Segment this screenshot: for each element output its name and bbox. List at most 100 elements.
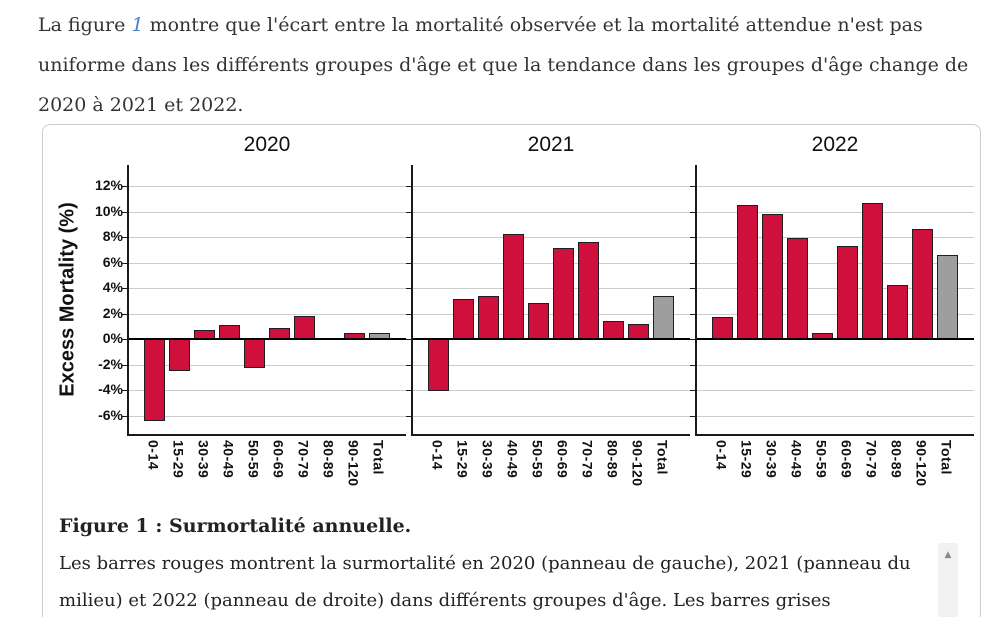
- y-tick-mark: [122, 237, 127, 238]
- gridline: [696, 262, 974, 264]
- intro-text-after: montre que l'écart entre la mortalité ob…: [38, 14, 969, 116]
- x-label-70-79: 70-79: [863, 440, 880, 479]
- x-label-15-29: 15-29: [738, 440, 755, 479]
- intro-paragraph: La figure 1 montre que l'écart entre la …: [38, 0, 990, 125]
- x-label-50-59: 50-59: [529, 440, 546, 479]
- y-tick-mark: [690, 364, 695, 366]
- gridline: [128, 313, 406, 315]
- bar-2022-0-14: [712, 317, 733, 339]
- gridline: [128, 364, 406, 366]
- y-tick-label: 10%: [94, 202, 123, 219]
- y-tick-mark: [122, 211, 127, 213]
- x-label-30-39: 30-39: [195, 440, 212, 479]
- y-axis-line: [411, 165, 413, 436]
- x-axis-line: [411, 434, 690, 436]
- bar-2021-70-79: [578, 242, 599, 339]
- panel-title-2020: 2020: [243, 133, 291, 156]
- y-tick-label: 0%: [102, 330, 123, 346]
- figure-caption-title: Figure 1 : Surmortalité annuelle.: [59, 515, 412, 537]
- figure-1-link[interactable]: 1: [131, 14, 144, 36]
- bar-2020-40-49: [219, 324, 240, 339]
- gridline: [696, 186, 974, 187]
- gridline: [128, 237, 406, 238]
- x-label-40-49: 40-49: [504, 440, 521, 479]
- bar-2020-50-59: [244, 339, 265, 369]
- y-tick-mark: [406, 313, 411, 315]
- gridline: [412, 415, 690, 417]
- x-label-15-29: 15-29: [454, 440, 471, 479]
- y-tick-mark: [406, 262, 411, 264]
- gridline: [696, 415, 974, 417]
- y-tick-mark: [122, 313, 127, 315]
- y-tick-mark: [690, 415, 695, 417]
- figure-caption-body: Les barres rouges montrent la surmortali…: [59, 553, 911, 611]
- figure-caption: Figure 1 : Surmortalité annuelle. Les ba…: [59, 513, 925, 617]
- bar-2022-80-89: [887, 285, 908, 339]
- y-tick-mark: [122, 262, 127, 264]
- x-label-60-69: 60-69: [554, 440, 571, 479]
- scroll-up-icon[interactable]: ▲: [944, 550, 952, 560]
- x-axis-line: [695, 434, 974, 436]
- gridline: [412, 390, 690, 391]
- y-tick-mark: [690, 262, 695, 264]
- bar-2022-15-29: [737, 205, 758, 339]
- x-axis-line: [127, 434, 406, 436]
- y-tick-mark: [690, 237, 695, 238]
- x-label-50-59: 50-59: [813, 440, 830, 479]
- gridline: [128, 262, 406, 264]
- caption-scrollbar[interactable]: ▲: [938, 543, 958, 617]
- y-tick-mark: [690, 390, 695, 391]
- x-label-40-49: 40-49: [220, 440, 237, 479]
- y-axis-line: [127, 165, 129, 436]
- x-label-70-79: 70-79: [295, 440, 312, 479]
- zero-line: [696, 338, 974, 340]
- y-tick-mark: [406, 415, 411, 417]
- gridline: [128, 211, 406, 213]
- bar-2021-Total: [653, 295, 674, 339]
- y-tick-mark: [406, 339, 411, 340]
- gridline: [412, 237, 690, 238]
- gridline: [696, 390, 974, 391]
- y-tick-mark: [406, 186, 411, 187]
- bar-2020-15-29: [169, 339, 190, 371]
- gridline: [412, 288, 690, 289]
- x-label-Total: Total: [654, 440, 671, 475]
- bar-2022-Total: [937, 254, 958, 339]
- y-tick-mark: [406, 237, 411, 238]
- y-tick-mark: [406, 211, 411, 213]
- gridline: [128, 415, 406, 417]
- gridline: [696, 237, 974, 238]
- gridline: [696, 313, 974, 315]
- bar-2021-30-39: [478, 295, 499, 339]
- gridline: [412, 186, 690, 187]
- x-label-Total: Total: [370, 440, 387, 475]
- y-tick-mark: [122, 415, 127, 417]
- y-axis-label: Excess Mortality (%): [56, 202, 79, 397]
- gridline: [412, 364, 690, 366]
- bar-2021-15-29: [453, 299, 474, 339]
- x-label-70-79: 70-79: [579, 440, 596, 479]
- x-label-90-120: 90-120: [913, 440, 930, 487]
- x-label-90-120: 90-120: [629, 440, 646, 487]
- x-label-80-89: 80-89: [888, 440, 905, 479]
- x-label-80-89: 80-89: [320, 440, 337, 479]
- figure-box: Excess Mortality (%) 2020 12% 10% 8% 6% 4% 2% 0%…: [42, 124, 981, 617]
- panel-title-2021: 2021: [527, 133, 575, 156]
- x-label-0-14: 0-14: [429, 440, 446, 471]
- y-tick-mark: [122, 339, 127, 340]
- y-tick-label: -2%: [98, 355, 123, 372]
- y-tick-mark: [690, 186, 695, 187]
- gridline: [696, 288, 974, 289]
- x-label-40-49: 40-49: [788, 440, 805, 479]
- y-tick-mark: [406, 364, 411, 366]
- x-label-50-59: 50-59: [245, 440, 262, 479]
- y-tick-mark: [122, 390, 127, 391]
- x-label-60-69: 60-69: [838, 440, 855, 479]
- zero-line: [412, 338, 690, 340]
- x-label-90-120: 90-120: [345, 440, 362, 487]
- y-tick-mark: [690, 339, 695, 340]
- y-tick-mark: [122, 288, 127, 289]
- y-tick-label: 12%: [94, 177, 123, 193]
- y-tick-mark: [690, 211, 695, 213]
